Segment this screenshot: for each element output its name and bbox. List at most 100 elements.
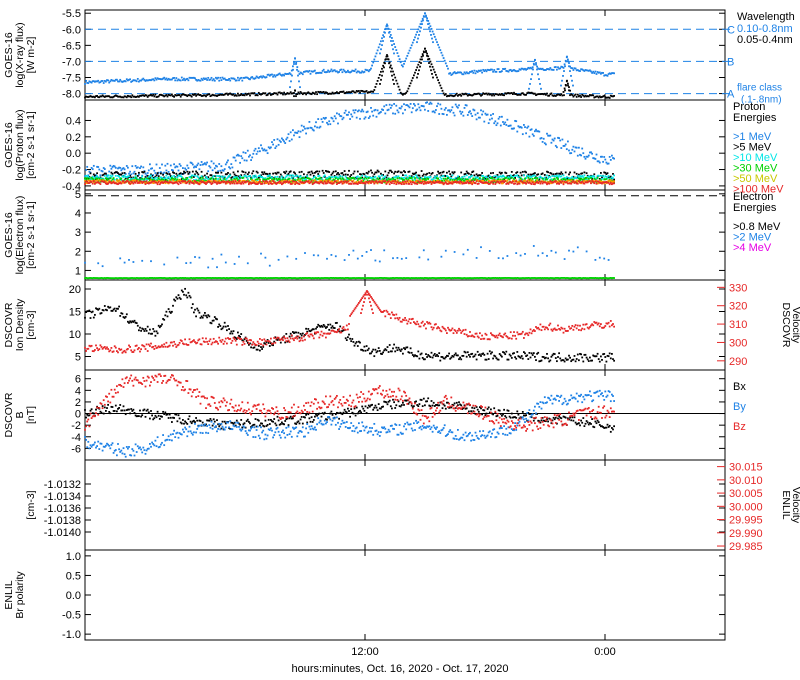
spike-point (423, 15, 425, 18)
data-point (481, 93, 483, 96)
data-point (543, 69, 546, 71)
data-point (394, 170, 397, 173)
spike-point (534, 58, 536, 61)
data-point (546, 277, 548, 279)
data-point (111, 166, 114, 168)
data-point (406, 54, 409, 57)
data-point (233, 156, 236, 159)
data-point (567, 58, 569, 61)
data-point (332, 178, 335, 181)
data-point (582, 178, 585, 181)
data-point (578, 173, 580, 176)
data-point (213, 316, 216, 318)
data-point (162, 172, 164, 175)
data-point (295, 61, 298, 64)
data-point (437, 355, 439, 358)
data-point (189, 76, 192, 79)
data-point (447, 109, 449, 112)
spike-point (427, 23, 429, 25)
data-point (296, 93, 299, 96)
data-point (436, 181, 438, 184)
data-point (594, 96, 597, 98)
data-point (345, 71, 348, 73)
data-point (119, 173, 122, 176)
data-point (354, 277, 357, 280)
data-point (117, 174, 119, 177)
data-point (408, 277, 411, 280)
data-point (152, 277, 155, 280)
legend-entry: >10 MeV (733, 152, 778, 164)
data-point (97, 96, 100, 99)
data-point (442, 113, 445, 116)
data-point (523, 124, 525, 126)
data-point (263, 92, 266, 95)
data-point (560, 178, 563, 181)
data-point (590, 277, 592, 279)
data-point (239, 182, 241, 185)
data-point (314, 175, 316, 178)
data-point (245, 175, 248, 178)
data-point (221, 76, 224, 79)
data-point (563, 276, 566, 279)
data-point (579, 181, 581, 184)
data-point (144, 277, 147, 280)
data-point (143, 178, 146, 180)
data-point (487, 69, 490, 71)
spike-point (416, 76, 418, 79)
data-point (377, 46, 380, 49)
data-point (100, 95, 103, 98)
data-point (523, 277, 525, 280)
data-point (350, 113, 353, 116)
data-point (155, 78, 158, 81)
data-point (532, 62, 535, 65)
data-point (238, 79, 240, 82)
data-point (517, 125, 520, 128)
data-point (187, 94, 190, 96)
data-point (613, 182, 615, 185)
data-point (373, 355, 376, 358)
data-point (581, 68, 584, 71)
data-point (328, 179, 331, 182)
data-point (286, 72, 289, 75)
data-point (149, 79, 151, 81)
data-point (607, 176, 610, 179)
data-point (327, 69, 329, 72)
data-point (574, 176, 577, 179)
data-point (557, 182, 559, 184)
data-point (475, 277, 478, 279)
data-point (157, 95, 160, 98)
data-point (596, 95, 599, 98)
data-point (548, 181, 551, 184)
data-point (396, 82, 399, 85)
spike-point (420, 26, 422, 29)
data-point (336, 183, 338, 185)
data-point (424, 178, 426, 181)
data-point (164, 177, 167, 179)
data-point (442, 182, 445, 184)
data-point (361, 179, 364, 182)
data-point (480, 277, 482, 279)
data-point (182, 167, 184, 169)
data-point (190, 176, 193, 179)
data-point (545, 143, 547, 146)
data-point (411, 354, 414, 356)
data-point (598, 178, 601, 180)
data-point (228, 92, 230, 95)
data-point (608, 277, 611, 280)
data-point (300, 334, 303, 337)
data-point (600, 72, 602, 75)
data-point (343, 92, 346, 95)
data-point (250, 346, 252, 349)
data-point (158, 93, 161, 96)
data-point (146, 325, 149, 328)
data-point (559, 175, 562, 178)
data-point (120, 96, 123, 99)
data-point (587, 69, 590, 72)
data-point (408, 49, 411, 52)
data-point (90, 95, 93, 98)
data-point (486, 68, 489, 71)
data-point (448, 176, 450, 179)
data-point (539, 67, 542, 70)
data-point (343, 179, 346, 181)
data-point (177, 179, 180, 182)
